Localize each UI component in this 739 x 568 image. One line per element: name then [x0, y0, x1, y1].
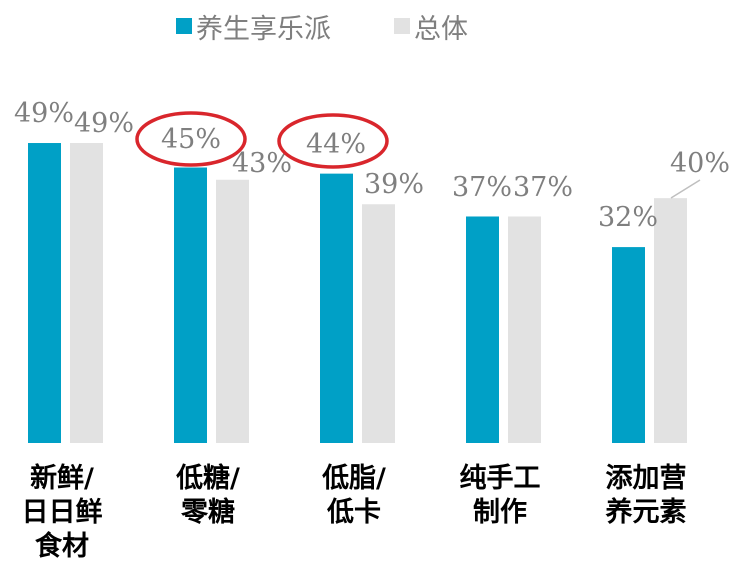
category-label-3-line-0: 纯手工 — [460, 462, 541, 494]
category-label-4-line-0: 添加营 — [606, 463, 687, 494]
bar-yangsheng-4 — [612, 247, 645, 443]
bar-zongti-0 — [70, 143, 103, 443]
category-label-3-line-1: 制作 — [473, 497, 527, 528]
legend: 养生享乐派 总体 — [0, 6, 739, 46]
category-label-4-line-1: 养元素 — [606, 496, 687, 528]
bar-yangsheng-3 — [466, 216, 499, 443]
category-label-2-line-1: 低卡 — [326, 497, 381, 528]
legend-swatch-series-2 — [394, 18, 410, 34]
value-label-zongti-3: 37% — [513, 172, 573, 203]
bar-yangsheng-2 — [320, 173, 353, 443]
legend-label-series-1: 养生享乐派 — [196, 13, 331, 45]
value-label-yangsheng-4: 32% — [598, 202, 658, 233]
leader-line — [670, 179, 701, 199]
bar-zongti-2 — [362, 204, 395, 443]
legend-item-series-1: 养生享乐派 — [176, 6, 331, 46]
value-label-yangsheng-1: 45% — [161, 124, 221, 155]
bar-zongti-3 — [508, 216, 541, 443]
legend-label-series-2: 总体 — [414, 13, 468, 45]
highlight-circle-2 — [277, 113, 389, 169]
category-label-0-line-0: 新鲜/ — [30, 462, 94, 494]
value-label-zongti-2: 39% — [364, 169, 424, 200]
value-label-yangsheng-0: 49% — [14, 98, 74, 129]
value-label-yangsheng-2: 44% — [306, 129, 366, 160]
value-label-zongti-4: 40% — [670, 148, 730, 179]
category-label-0-line-1: 日日鲜 — [22, 497, 103, 528]
legend-item-series-2: 总体 — [394, 6, 468, 46]
category-label-1-line-1: 零糖 — [180, 496, 235, 528]
value-label-yangsheng-3: 37% — [452, 172, 512, 203]
value-label-zongti-0: 49% — [74, 108, 134, 139]
bar-yangsheng-0 — [28, 143, 61, 443]
category-label-0-line-2: 食材 — [35, 530, 89, 562]
category-label-1-line-0: 低糖/ — [175, 462, 240, 494]
legend-swatch-series-1 — [176, 18, 192, 34]
bar-zongti-4 — [654, 198, 687, 443]
value-label-zongti-1: 43% — [232, 148, 292, 179]
bar-zongti-1 — [216, 179, 249, 443]
category-label-2-line-0: 低脂/ — [321, 463, 386, 494]
bar-yangsheng-1 — [174, 167, 207, 443]
highlight-circle-1 — [135, 111, 247, 167]
